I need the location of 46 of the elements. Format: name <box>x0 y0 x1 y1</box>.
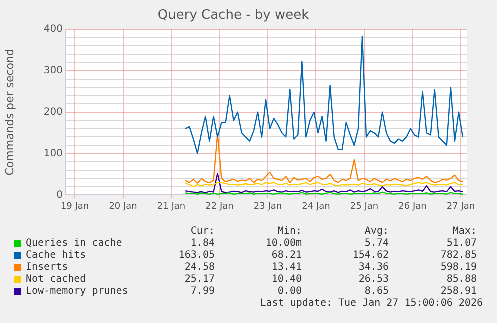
legend-label: Not cached <box>26 274 86 286</box>
text: Max: <box>452 226 477 238</box>
text: Avg: <box>364 226 389 238</box>
text: 154.62 <box>352 250 389 262</box>
legend-label: Queries in cache <box>26 238 122 250</box>
text: 68.21 <box>272 250 302 262</box>
legend-label: Low-memory prunes <box>26 286 128 298</box>
x-tick-label: 27 Jan <box>446 202 476 212</box>
text: 10.00m <box>266 238 302 250</box>
text: 10.40 <box>272 274 302 286</box>
text: 163.05 <box>178 250 215 262</box>
text: 258.91 <box>440 286 477 298</box>
text: 85.88 <box>446 274 477 286</box>
x-tick-label: 23 Jan <box>254 202 282 212</box>
y-tick-label: 100 <box>44 148 63 160</box>
text: 5.74 <box>364 238 389 250</box>
text: 25.17 <box>184 274 215 286</box>
y-axis-title: Commands per second <box>3 49 16 176</box>
y-tick-label: 0 <box>56 190 63 201</box>
x-tick-label: 26 Jan <box>398 202 427 212</box>
text: 8.65 <box>364 286 389 298</box>
text: Cur: <box>190 226 215 238</box>
text: 24.58 <box>184 262 215 274</box>
x-tick-label: 20 Jan <box>109 202 138 212</box>
text: 7.99 <box>190 286 215 298</box>
text: 34.36 <box>358 262 389 274</box>
text: Min: <box>278 226 302 238</box>
chart-title: Query Cache - by week <box>158 8 310 24</box>
text: 1.84 <box>190 238 215 250</box>
legend-label: Inserts <box>26 262 68 274</box>
text: 782.85 <box>440 250 477 262</box>
legend-label: Cache hits <box>26 250 86 262</box>
text: 26.53 <box>358 274 389 286</box>
text: 13.41 <box>272 262 302 274</box>
y-tick-label: 200 <box>44 106 63 118</box>
text: Last update: Tue Jan 27 15:00:06 2026 <box>260 298 483 310</box>
x-tick-label: 19 Jan <box>60 202 90 212</box>
x-tick-label: 21 Jan <box>157 202 186 212</box>
x-tick-label: 22 Jan <box>206 202 234 212</box>
y-tick-label: 400 <box>44 24 63 36</box>
x-tick-label: 24 Jan <box>302 202 330 212</box>
text: 598.19 <box>440 262 477 274</box>
x-tick-label: 25 Jan <box>350 202 379 212</box>
y-tick-label: 300 <box>44 66 63 77</box>
text: 51.07 <box>446 238 477 250</box>
text: 0.00 <box>278 286 302 298</box>
